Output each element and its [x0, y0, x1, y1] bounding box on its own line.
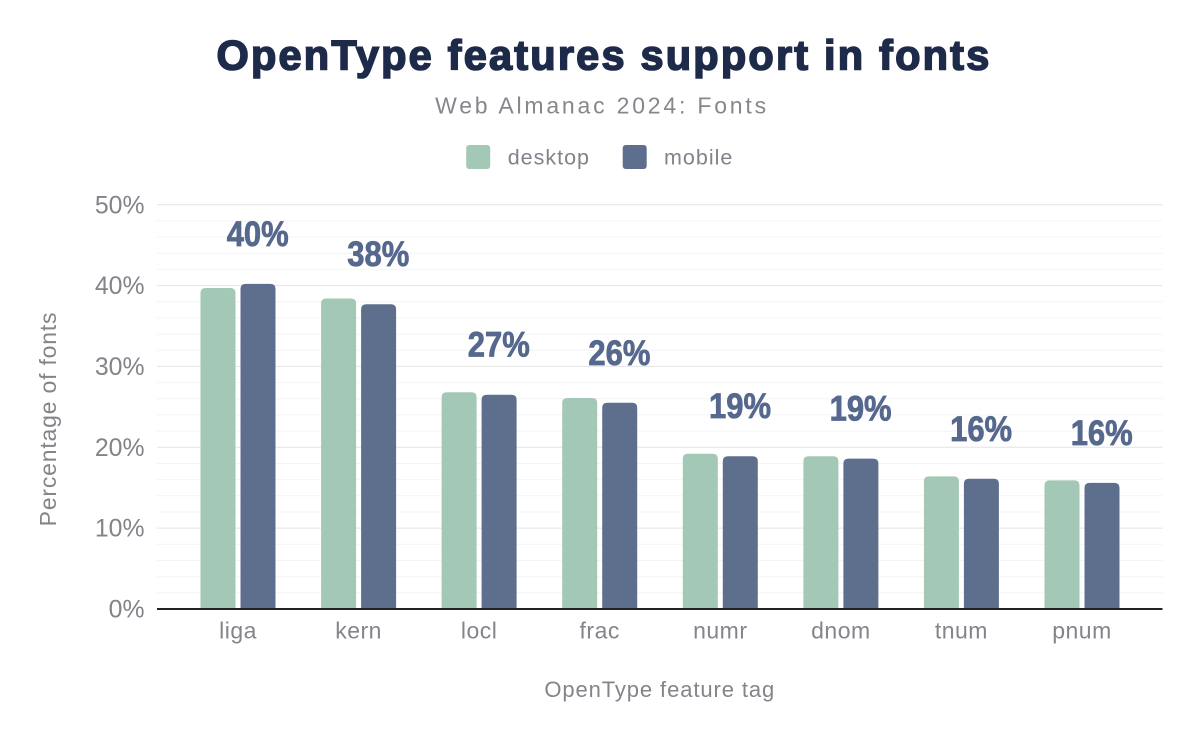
svg-text:0%: 0%	[109, 597, 145, 624]
svg-text:frac: frac	[580, 618, 620, 644]
svg-text:38%: 38%	[347, 234, 409, 274]
svg-text:dnom: dnom	[811, 618, 871, 644]
svg-text:40%: 40%	[95, 273, 145, 300]
svg-text:26%: 26%	[588, 333, 650, 373]
svg-text:pnum: pnum	[1052, 618, 1112, 644]
svg-text:OpenType feature tag: OpenType feature tag	[544, 677, 775, 702]
svg-text:kern: kern	[335, 618, 382, 644]
svg-text:liga: liga	[219, 618, 257, 644]
svg-text:numr: numr	[693, 618, 747, 644]
svg-text:Web Almanac 2024: Fonts: Web Almanac 2024: Fonts	[435, 93, 769, 119]
svg-text:mobile: mobile	[664, 146, 733, 170]
svg-text:50%: 50%	[95, 192, 145, 219]
svg-text:30%: 30%	[95, 354, 145, 381]
svg-text:27%: 27%	[468, 325, 530, 365]
svg-text:locl: locl	[461, 618, 498, 644]
svg-text:40%: 40%	[227, 214, 289, 254]
svg-text:19%: 19%	[830, 389, 892, 429]
svg-text:Percentage of fonts: Percentage of fonts	[35, 312, 61, 527]
svg-text:19%: 19%	[709, 386, 771, 426]
svg-text:10%: 10%	[95, 516, 145, 543]
svg-text:16%: 16%	[950, 409, 1012, 449]
svg-text:16%: 16%	[1071, 413, 1133, 453]
svg-text:desktop: desktop	[508, 146, 590, 170]
svg-text:20%: 20%	[95, 435, 145, 462]
svg-text:OpenType features support in f: OpenType features support in fonts	[217, 32, 992, 79]
svg-text:tnum: tnum	[935, 618, 988, 644]
